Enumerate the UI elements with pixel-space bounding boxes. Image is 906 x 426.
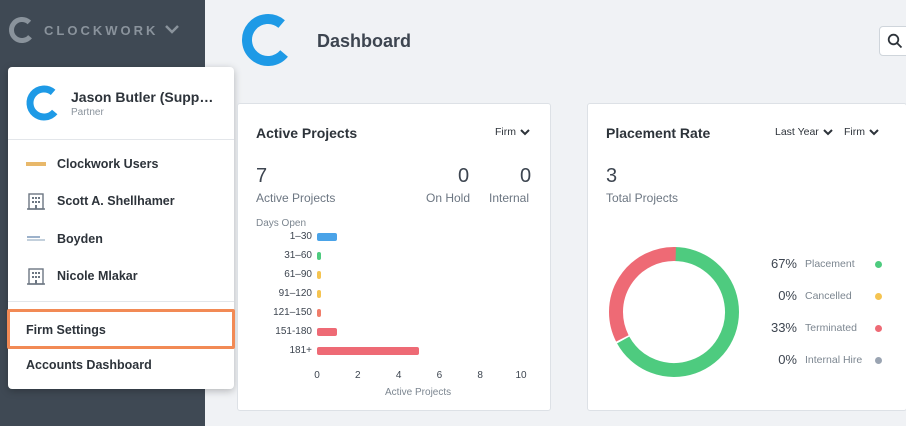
menu-firm-label: Scott A. Shellhamer	[57, 194, 175, 208]
stat-value: 0	[458, 165, 470, 187]
total-projects-value: 3	[606, 165, 618, 187]
dropdown-label: Last Year	[775, 126, 819, 138]
bar[interactable]	[317, 252, 321, 260]
bar-category-label: 31–60	[284, 250, 312, 261]
firm-filter-dropdown[interactable]: Firm	[844, 126, 880, 138]
x-tick-label: 4	[395, 370, 402, 381]
chevron-down-icon	[520, 129, 530, 136]
chevron-down-icon	[823, 129, 833, 136]
legend-dot	[875, 261, 882, 268]
x-axis-title: Active Projects	[385, 387, 452, 398]
menu-firm-label: Boyden	[57, 232, 103, 246]
x-tick-label: 0	[314, 370, 320, 381]
menu-firm-label: Nicole Mlakar	[57, 269, 138, 283]
legend-percent: 67%	[770, 256, 797, 271]
user-menu: Jason Butler (Suppo… Partner Clockwork U…	[8, 67, 234, 389]
card-title: Active Projects	[256, 125, 358, 141]
legend-label: Cancelled	[805, 290, 852, 302]
legend-percent: 33%	[770, 320, 797, 335]
stat-label: Internal	[489, 191, 530, 205]
stat-label: On Hold	[426, 191, 471, 205]
x-tick-label: 8	[477, 370, 483, 381]
card-title: Placement Rate	[606, 125, 711, 141]
bar-category-label: 151-180	[275, 326, 312, 337]
building-icon	[25, 190, 47, 212]
legend-percent: 0%	[778, 352, 797, 367]
bar[interactable]	[317, 309, 321, 317]
chevron-down-icon[interactable]	[163, 22, 181, 36]
boyden-logo-icon	[25, 228, 47, 250]
legend-label: Internal Hire	[805, 354, 863, 366]
clockwork-logo-icon	[9, 17, 35, 43]
legend-percent: 0%	[778, 288, 797, 303]
menu-user-header: Jason Butler (Suppo… Partner	[25, 84, 221, 122]
menu-firm-scott-shellhamer[interactable]: Scott A. Shellhamer	[25, 189, 175, 213]
firm-filter-dropdown[interactable]: Firm	[495, 126, 531, 138]
dropdown-label: Firm	[844, 126, 865, 138]
menu-user-name: Jason Butler (Suppo…	[71, 88, 221, 105]
menu-firm-clockwork-users[interactable]: Clockwork Users	[25, 152, 158, 176]
placement-donut-chart	[609, 247, 739, 377]
x-tick-label: 6	[436, 370, 443, 381]
donut-slice[interactable]	[617, 247, 739, 377]
bar-category-label: 91–120	[278, 288, 312, 299]
menu-user-role: Partner	[71, 106, 104, 118]
y-axis-title: Days Open	[256, 218, 307, 229]
bar-category-label: 121–150	[273, 307, 312, 318]
donut-slice[interactable]	[609, 247, 676, 342]
placement-rate-card: Placement Rate Last Year Firm 3 Total Pr…	[587, 103, 906, 411]
firm-settings-highlight	[7, 309, 235, 349]
stat-value: 0	[520, 165, 532, 187]
x-tick-label: 2	[355, 370, 361, 381]
brand[interactable]: CLOCKWORK	[7, 15, 158, 45]
clockwork-avatar-icon	[26, 85, 62, 121]
menu-divider	[8, 301, 234, 302]
search-icon	[887, 33, 903, 49]
bar-category-label: 181+	[289, 345, 312, 356]
bar[interactable]	[317, 233, 338, 241]
bar[interactable]	[317, 347, 419, 355]
accounts-dashboard-link[interactable]: Accounts Dashboard	[26, 358, 152, 372]
dropdown-label: Firm	[495, 126, 516, 138]
clockwork-logo-icon	[242, 14, 294, 66]
chevron-down-icon	[869, 129, 879, 136]
bar-category-label: 61–90	[284, 269, 312, 280]
menu-divider	[8, 139, 234, 140]
menu-firm-nicole-mlakar[interactable]: Nicole Mlakar	[25, 264, 138, 288]
legend-dot	[875, 293, 882, 300]
stat-label: Active Projects	[256, 191, 336, 205]
legend-dot	[875, 325, 882, 332]
legend-dot	[875, 357, 882, 364]
menu-firm-boyden[interactable]: Boyden	[25, 227, 103, 251]
stat-value: 7	[256, 165, 268, 187]
total-projects-label: Total Projects	[606, 191, 679, 205]
bar-category-label: 1–30	[289, 231, 312, 242]
bar[interactable]	[317, 271, 321, 279]
legend-label: Terminated	[805, 322, 857, 334]
bar[interactable]	[317, 328, 338, 336]
bar[interactable]	[317, 290, 321, 298]
page-title: Dashboard	[317, 31, 412, 51]
active-projects-card: Active Projects Firm 7 Active Projects 0…	[237, 103, 551, 411]
brand-name: CLOCKWORK	[44, 22, 159, 38]
building-icon	[25, 265, 47, 287]
search-button[interactable]	[879, 26, 906, 56]
clockwork-users-logo-icon	[25, 153, 47, 175]
x-tick-label: 10	[515, 370, 527, 381]
menu-firm-label: Clockwork Users	[57, 157, 159, 171]
legend-label: Placement	[805, 258, 855, 270]
period-filter-dropdown[interactable]: Last Year	[775, 126, 834, 138]
firm-settings-link[interactable]: Firm Settings	[26, 323, 106, 337]
